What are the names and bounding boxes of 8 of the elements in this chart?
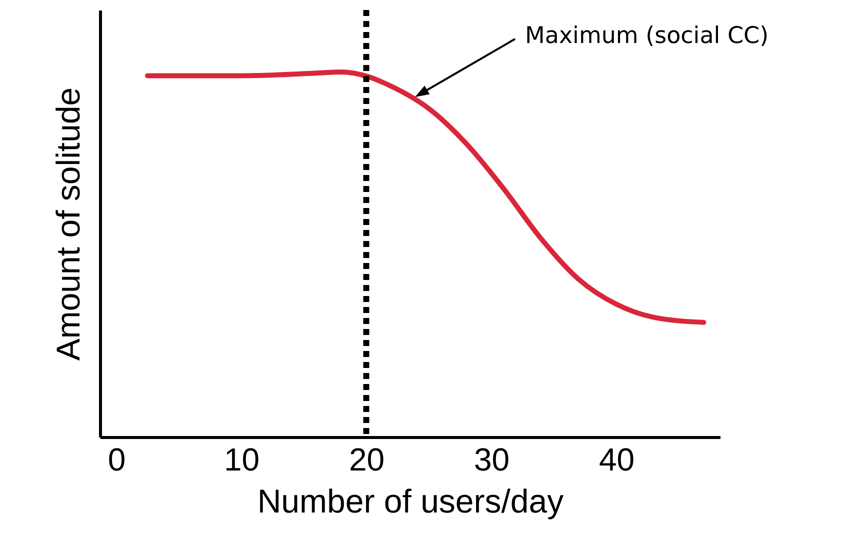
x-axis-title: Number of users/day [257, 482, 564, 520]
y-axis-title: Amount of solitude [50, 87, 86, 361]
x-tick-label: 40 [598, 442, 635, 478]
text: Maximum (social CC) [525, 23, 769, 49]
x-tick-label: 0 [108, 442, 126, 478]
x-tick-label: 10 [224, 442, 260, 478]
x-tick-label: 30 [474, 442, 510, 478]
x-tick-label: 20 [348, 442, 385, 478]
